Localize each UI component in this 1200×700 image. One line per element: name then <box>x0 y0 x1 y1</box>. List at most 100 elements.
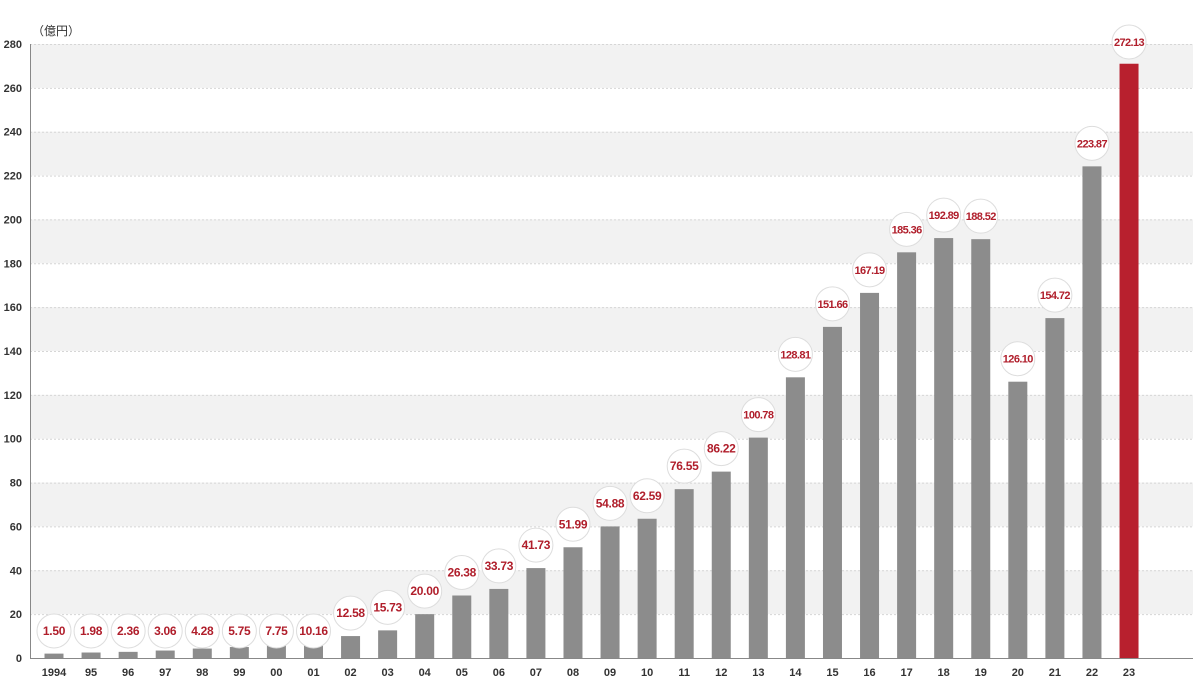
y-tick-label: 80 <box>10 478 22 490</box>
x-tick-label: 18 <box>938 667 950 679</box>
bar <box>674 489 694 658</box>
data-label-bubble <box>370 589 406 625</box>
data-label-bubble <box>184 613 220 649</box>
data-label: 4.28 <box>191 624 214 638</box>
bar <box>785 377 805 658</box>
data-label-bubble <box>555 506 591 542</box>
data-label: 54.88 <box>596 496 625 510</box>
data-label-bubble <box>444 555 480 591</box>
bar <box>637 518 657 658</box>
data-label-bubble <box>963 198 999 234</box>
bar <box>526 568 546 658</box>
x-tick-label: 99 <box>233 667 245 679</box>
data-label: 3.06 <box>154 624 177 638</box>
data-label-bubble <box>740 397 776 433</box>
bar <box>1008 381 1028 658</box>
bar <box>971 239 991 658</box>
data-label: 223.87 <box>1077 138 1108 150</box>
x-tick-label: 20 <box>1012 667 1024 679</box>
grid-band <box>30 44 1193 88</box>
y-tick-label: 0 <box>16 653 22 665</box>
data-label-bubble <box>926 197 962 233</box>
data-label-bubble <box>852 252 888 288</box>
data-label-bubble <box>1037 277 1073 313</box>
bar <box>44 653 64 658</box>
x-tick-label: 23 <box>1123 667 1135 679</box>
data-label-bubble <box>592 485 628 521</box>
gridlines <box>30 44 1193 616</box>
data-label: 2.36 <box>117 624 140 638</box>
x-tick-label: 03 <box>382 667 394 679</box>
y-tick-label: 20 <box>10 609 22 621</box>
x-tick-label: 95 <box>85 667 97 679</box>
data-label: 192.89 <box>929 210 960 222</box>
y-axis-unit-label: （億円） <box>32 24 80 38</box>
bar <box>81 652 101 658</box>
bar <box>822 326 842 658</box>
bar <box>1082 166 1102 658</box>
x-tick-label: 09 <box>604 667 616 679</box>
bar <box>155 650 175 658</box>
bars <box>44 63 1139 659</box>
data-label-bubble <box>1000 341 1036 377</box>
x-tick-label: 19 <box>975 667 987 679</box>
x-tick-label: 13 <box>752 667 764 679</box>
data-label-bubble <box>518 527 554 563</box>
x-tick-label: 16 <box>863 667 875 679</box>
x-tick-label: 10 <box>641 667 653 679</box>
data-label-bubble <box>407 573 443 609</box>
bar <box>378 630 398 658</box>
data-label-bubble <box>147 613 183 649</box>
data-label-bubble <box>1111 24 1147 60</box>
x-tick-label: 05 <box>456 667 468 679</box>
y-tick-label: 260 <box>4 83 22 95</box>
y-tick-label: 180 <box>4 258 22 270</box>
data-label-bubble <box>1074 125 1110 161</box>
grid-bands <box>30 44 1193 615</box>
data-label: 12.58 <box>336 606 365 620</box>
data-label-bubble <box>703 431 739 467</box>
data-label: 15.73 <box>373 600 402 614</box>
data-label-bubble <box>36 613 72 649</box>
data-label: 7.75 <box>265 624 288 638</box>
bar <box>1045 318 1065 658</box>
data-label: 1.50 <box>43 624 66 638</box>
y-axis-ticks: 0 20 40 60 80 100 120 140 160 180 200 220 240 260 280 <box>4 39 22 665</box>
x-tick-label: 14 <box>789 667 802 679</box>
x-tick-label: 01 <box>307 667 319 679</box>
data-label: 62.59 <box>633 489 662 503</box>
x-tick-label: 04 <box>419 667 432 679</box>
data-label: 167.19 <box>855 265 886 277</box>
data-label: 272.13 <box>1114 37 1145 49</box>
data-labels: 1.50 1.98 2.36 3.06 4.28 5.75 7.75 10.16 12.58 15… <box>36 24 1147 649</box>
bar <box>711 471 731 658</box>
y-tick-label: 280 <box>4 39 22 51</box>
data-label-bubble <box>73 613 109 649</box>
data-label: 86.22 <box>707 442 736 456</box>
bar <box>192 648 212 658</box>
bar <box>897 252 917 659</box>
x-tick-label: 02 <box>344 667 356 679</box>
data-label: 20.00 <box>410 584 439 598</box>
y-tick-label: 40 <box>10 565 22 577</box>
y-tick-label: 240 <box>4 127 22 139</box>
x-axis-ticks: 1994 95 96 97 98 99 00 01 02 03 04 05 06 07 08 09 10 11 12… <box>42 667 1135 679</box>
bar <box>563 547 583 658</box>
grid-band <box>30 219 1193 264</box>
x-tick-label: 15 <box>826 667 838 679</box>
data-label: 128.81 <box>780 349 811 361</box>
bar <box>489 588 509 658</box>
data-label-bubble <box>221 613 257 649</box>
data-label-bubble <box>777 336 813 372</box>
bar <box>1119 63 1139 658</box>
bar <box>229 647 249 658</box>
y-tick-label: 200 <box>4 214 22 226</box>
data-label: 100.78 <box>743 410 774 422</box>
bar <box>860 292 880 658</box>
x-tick-label: 21 <box>1049 667 1061 679</box>
bar <box>341 636 361 658</box>
x-tick-label: 12 <box>715 667 727 679</box>
x-tick-label: 98 <box>196 667 208 679</box>
bar <box>600 526 620 658</box>
data-label: 188.52 <box>966 211 997 223</box>
